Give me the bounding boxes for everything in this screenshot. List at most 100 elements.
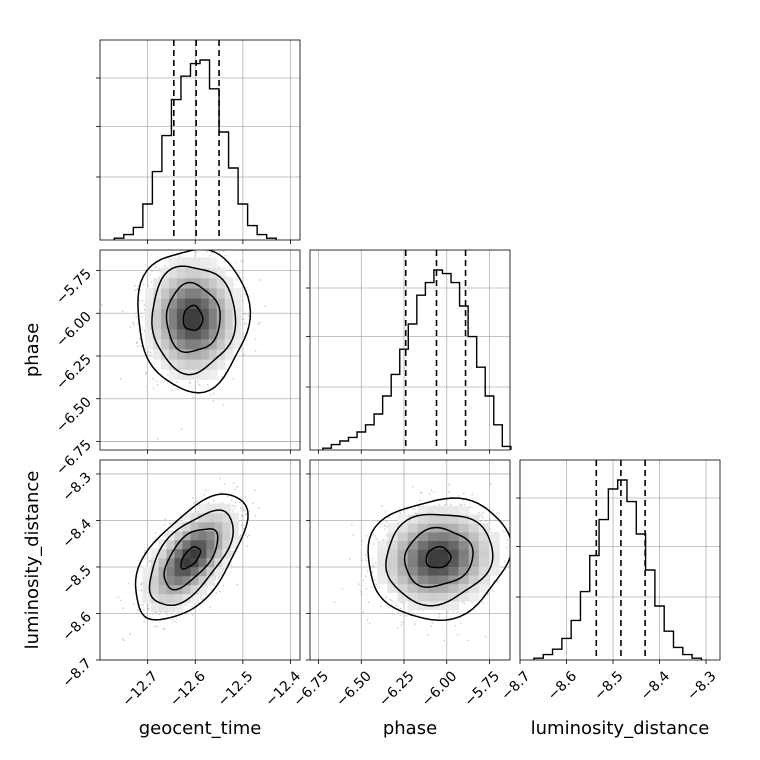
density-cell [176,318,186,330]
density-cell [190,566,200,577]
density-cell [161,277,170,289]
sample-point [140,345,143,347]
density-cell [166,593,176,604]
sample-point [232,507,235,510]
sample-point [176,388,179,391]
density-cell [161,338,170,350]
density-cell [190,539,200,550]
sample-point [234,505,237,508]
sample-point [383,524,386,527]
density-cell [168,298,178,309]
sample-point [381,505,383,508]
density-cell [166,602,176,613]
sample-point [149,351,152,354]
sample-point [365,534,368,537]
sample-point [396,627,399,630]
density-cell [198,548,207,559]
sample-point [222,584,225,587]
sample-point [146,385,148,388]
density-cell [448,566,460,576]
sample-point [384,511,387,513]
density-cell [206,503,215,514]
density-cell [190,584,200,595]
sample-point [216,243,218,245]
sample-point [237,272,240,274]
density-cell [190,512,200,523]
sample-point [254,350,257,352]
sample-point [407,611,410,614]
sample-point [365,588,368,590]
sample-point [226,494,229,497]
sample-point [457,494,460,497]
sample-point [191,614,194,617]
contour-level [180,546,202,570]
sample-point [241,299,244,302]
sample-point [224,371,227,374]
sample-point [385,534,388,537]
sample-point [222,250,225,253]
density-cell [387,549,399,559]
density-cell [192,298,202,309]
sample-point [136,288,139,291]
sample-point [218,266,220,268]
sample-point [385,525,388,528]
density-cell [208,359,218,370]
sample-point [127,582,130,585]
density-cell [206,566,215,577]
sample-point [241,318,244,321]
density-cell [478,531,490,541]
sample-point [175,381,178,383]
sample-point [122,607,124,610]
sample-point [218,590,221,593]
density-cell [208,348,218,360]
sample-point [219,477,222,480]
y-tick-label: −8.7 [59,656,94,691]
sample-point [462,492,465,495]
y-tick-label: −8.4 [59,516,94,551]
sample-point [456,611,459,613]
density-cell [208,318,218,330]
sample-point [143,304,146,306]
density-cell [161,328,170,340]
sample-point [156,625,158,627]
sample-point [137,322,139,325]
density-cell [458,540,470,550]
sample-point [232,377,235,380]
sample-point [141,315,143,318]
density-cell [407,549,419,559]
density-cell [198,566,207,577]
density-cell [448,574,460,585]
density-cell [182,548,192,559]
density-cell [438,549,449,559]
x-tick-label: −12.6 [167,668,209,710]
density-cell [407,523,419,533]
sample-point [144,372,147,375]
density-cell [468,531,480,541]
joint-panel-geocent_time-phase [96,243,301,454]
sample-point [231,509,234,512]
density-cell [387,566,399,576]
sample-point [416,512,419,515]
density-cell [192,267,202,279]
density-cell [184,318,194,330]
sample-point [180,428,183,431]
density-cell [407,531,419,541]
contour-level [385,513,494,607]
density-cell [377,574,389,585]
sample-point [373,578,376,581]
density-cell [200,287,210,299]
panel-frame [519,459,721,661]
density-cell [468,583,480,593]
density-cell [230,521,239,532]
density-cell [200,348,210,360]
density-cell [417,557,429,567]
sample-point [367,601,370,604]
density-cell [198,584,207,595]
density-cell [206,512,215,523]
contour-level [163,528,219,591]
density-cell [438,505,449,516]
sample-point [259,321,262,324]
density-cell [438,514,449,524]
density-cell [448,549,460,559]
sample-point [168,522,171,525]
